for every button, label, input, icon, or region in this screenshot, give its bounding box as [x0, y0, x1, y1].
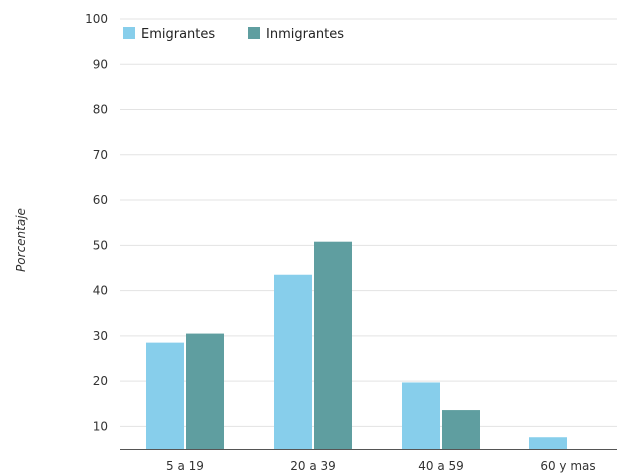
y-tick-label-10: 10 [93, 419, 108, 433]
y-tick-label-100: 100 [85, 12, 108, 26]
x-tick-label-5-a-19: 5 a 19 [166, 459, 204, 473]
y-tick-label-50: 50 [93, 238, 108, 252]
x-tick-label-60-y-mas: 60 y mas [540, 459, 595, 473]
bar-emigrantes-20-a-39 [274, 274, 312, 449]
y-axis-label: Porcentaje [14, 208, 28, 272]
y-tick-label-30: 30 [93, 329, 108, 343]
bar-emigrantes-5-a-19 [146, 342, 184, 449]
y-axis-ticks: 10 20 30 40 50 60 70 80 90 100 [85, 12, 108, 433]
bar-inmigrantes-40-a-59 [442, 410, 480, 449]
x-tick-label-20-a-39: 20 a 39 [290, 459, 336, 473]
bar-inmigrantes-20-a-39 [314, 241, 352, 449]
y-tick-label-20: 20 [93, 374, 108, 388]
y-tick-label-40: 40 [93, 284, 108, 298]
bar-emigrantes-60-y-mas [529, 437, 567, 449]
legend-swatch-emigrantes [123, 27, 135, 39]
y-tick-label-80: 80 [93, 103, 108, 117]
bar-inmigrantes-5-a-19 [186, 333, 224, 449]
bars [146, 241, 567, 449]
legend-label-emigrantes: Emigrantes [141, 27, 215, 42]
x-tick-label-40-a-59: 40 a 59 [418, 459, 464, 473]
y-tick-label-90: 90 [93, 57, 108, 71]
x-axis-ticks: 5 a 19 20 a 39 40 a 59 60 y mas [166, 459, 596, 473]
y-tick-label-60: 60 [93, 193, 108, 207]
legend-swatch-inmigrantes [248, 27, 260, 39]
bar-emigrantes-40-a-59 [402, 382, 440, 449]
y-tick-label-70: 70 [93, 148, 108, 162]
legend: Emigrantes Inmigrantes [123, 27, 344, 42]
legend-label-inmigrantes: Inmigrantes [266, 27, 344, 42]
